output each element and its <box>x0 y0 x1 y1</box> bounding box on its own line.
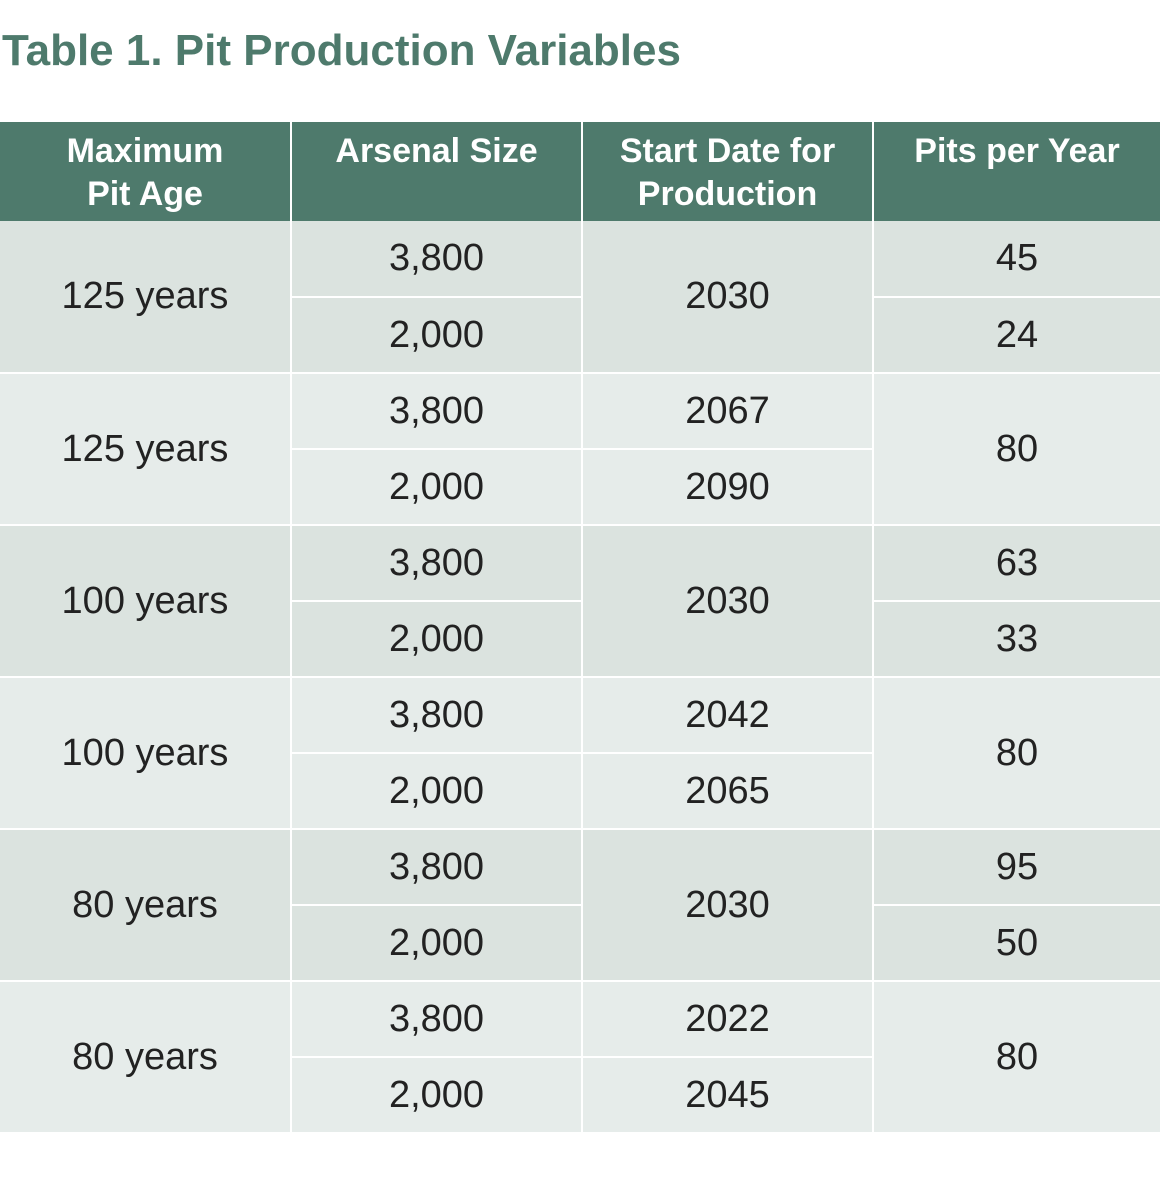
table-row: 2,000 33 <box>0 601 1160 678</box>
table-row: 2,000 2065 <box>0 753 1160 830</box>
start-date-cell: 2067 <box>581 373 873 450</box>
max-pit-age-cell: 125 years <box>0 373 291 526</box>
table-row: 2,000 24 <box>0 297 1160 374</box>
table-row: 100 years 3,800 2042 80 <box>0 677 1160 830</box>
table-row: 2,000 2045 <box>0 1057 1160 1134</box>
pits-per-year-cell: 24 <box>872 297 1160 374</box>
table-row: 125 years 3,800 2030 45 <box>0 221 1160 374</box>
table-row: 80 years 3,800 2022 80 <box>0 981 1160 1134</box>
arsenal-size-cell: 3,800 <box>290 373 582 450</box>
arsenal-size-cell: 3,800 <box>290 829 582 906</box>
max-pit-age-cell: 125 years <box>0 221 291 374</box>
pits-per-year-cell: 45 <box>872 221 1160 298</box>
arsenal-size-cell: 2,000 <box>290 449 582 526</box>
arsenal-size-cell: 2,000 <box>290 753 582 830</box>
table-row: 2,000 2090 <box>0 449 1160 526</box>
pits-per-year-cell: 63 <box>872 525 1160 602</box>
arsenal-size-cell: 2,000 <box>290 601 582 678</box>
start-date-cell: 2030 <box>581 221 873 374</box>
header-max-pit-age: Maximum Pit Age <box>0 122 291 221</box>
header-arsenal-size: Arsenal Size <box>290 122 582 221</box>
max-pit-age-cell: 100 years <box>0 677 291 830</box>
start-date-cell: 2042 <box>581 677 873 754</box>
header-row: Maximum Pit Age Arsenal Size Start Date f… <box>0 122 1160 221</box>
start-date-cell: 2030 <box>581 525 873 678</box>
start-date-cell: 2065 <box>581 753 873 830</box>
arsenal-size-cell: 2,000 <box>290 1057 582 1134</box>
pits-per-year-cell: 95 <box>872 829 1160 906</box>
arsenal-size-cell: 3,800 <box>290 981 582 1058</box>
start-date-cell: 2022 <box>581 981 873 1058</box>
table-title: Table 1. Pit Production Variables <box>2 26 681 75</box>
start-date-cell: 2090 <box>581 449 873 526</box>
arsenal-size-cell: 2,000 <box>290 905 582 982</box>
arsenal-size-cell: 3,800 <box>290 525 582 602</box>
table-body: 125 years 3,800 2030 45 2,000 24 125 years 3,80… <box>0 221 1160 1134</box>
max-pit-age-cell: 80 years <box>0 829 291 982</box>
pits-per-year-cell: 50 <box>872 905 1160 982</box>
arsenal-size-cell: 3,800 <box>290 221 582 298</box>
pits-per-year-cell: 80 <box>872 677 1160 830</box>
header-start-date: Start Date for Production <box>581 122 873 221</box>
start-date-cell: 2045 <box>581 1057 873 1134</box>
max-pit-age-cell: 100 years <box>0 525 291 678</box>
max-pit-age-cell: 80 years <box>0 981 291 1134</box>
table-row: 2,000 50 <box>0 905 1160 982</box>
table-row: 100 years 3,800 2030 63 <box>0 525 1160 678</box>
arsenal-size-cell: 2,000 <box>290 297 582 374</box>
pits-per-year-cell: 80 <box>872 981 1160 1134</box>
header-pits-per-year: Pits per Year <box>872 122 1160 221</box>
pits-per-year-cell: 33 <box>872 601 1160 678</box>
pits-per-year-cell: 80 <box>872 373 1160 526</box>
arsenal-size-cell: 3,800 <box>290 677 582 754</box>
table-row: 80 years 3,800 2030 95 <box>0 829 1160 982</box>
start-date-cell: 2030 <box>581 829 873 982</box>
table-row: 125 years 3,800 2067 80 <box>0 373 1160 526</box>
pit-production-table: Maximum Pit Age Arsenal Size Start Date f… <box>0 122 1160 1134</box>
